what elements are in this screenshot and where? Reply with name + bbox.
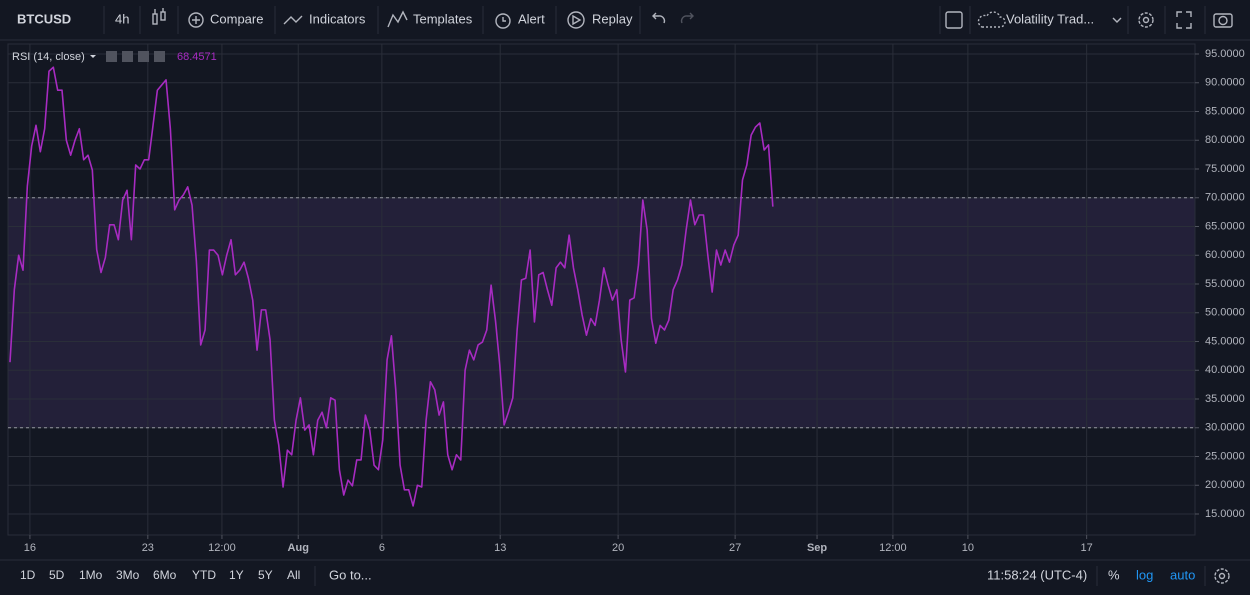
redo-icon[interactable] — [680, 12, 694, 24]
y-tick-label: 80.0000 — [1205, 134, 1245, 146]
pane-border — [7, 43, 1196, 536]
alert-icon-hand — [502, 17, 506, 22]
layout-chevron[interactable] — [1112, 17, 1122, 23]
range-button[interactable]: 5Y — [258, 568, 273, 582]
alert-icon[interactable] — [495, 13, 511, 29]
y-tick-label: 20.0000 — [1205, 479, 1245, 491]
auto-toggle[interactable]: auto — [1170, 567, 1195, 582]
cloud-icon — [977, 11, 1006, 28]
x-tick-label: 23 — [142, 542, 154, 554]
x-tick-label: 20 — [612, 542, 624, 554]
y-tick-label: 75.0000 — [1205, 163, 1245, 175]
x-tick-label: Sep — [807, 542, 827, 554]
y-tick-label: 85.0000 — [1205, 105, 1245, 117]
y-tick-label: 40.0000 — [1205, 364, 1245, 376]
compare-icon[interactable] — [188, 12, 204, 28]
range-button[interactable]: 1Mo — [79, 568, 103, 582]
x-tick-label: 12:00 — [208, 542, 236, 554]
range-button[interactable]: 5D — [49, 568, 65, 582]
compare-button[interactable]: Compare — [210, 11, 263, 26]
symbol[interactable]: BTCUSD — [17, 11, 71, 26]
y-tick-label: 90.0000 — [1205, 77, 1245, 89]
range-button[interactable]: 6Mo — [153, 568, 177, 582]
y-tick-label: 45.0000 — [1205, 335, 1245, 347]
alert-button[interactable]: Alert — [518, 11, 545, 26]
snapshot-icon-lens — [1218, 15, 1228, 26]
replay-icon[interactable] — [567, 11, 585, 29]
compare-icon-plus — [192, 16, 200, 24]
templates-button[interactable]: Templates — [413, 11, 473, 26]
range-buttons: 1D 5D 1Mo 3Mo 6Mo YTD 1Y 5Y All — [20, 568, 300, 582]
indicators-icon[interactable] — [283, 15, 303, 25]
legend-menu-arrow[interactable] — [90, 55, 96, 58]
grid-layer — [8, 44, 1195, 535]
chart-style-icon[interactable] — [152, 8, 166, 25]
y-tick-label: 95.0000 — [1205, 48, 1245, 60]
y-tick-label: 65.0000 — [1205, 220, 1245, 232]
range-button[interactable]: All — [287, 568, 300, 582]
range-button[interactable]: 1D — [20, 568, 36, 582]
range-button[interactable]: YTD — [192, 568, 216, 582]
range-button[interactable]: 3Mo — [116, 568, 140, 582]
replay-icon-play — [572, 14, 582, 26]
percent-toggle[interactable]: % — [1108, 567, 1120, 582]
settings-icon[interactable] — [1138, 12, 1154, 28]
y-tick-label: 60.0000 — [1205, 249, 1245, 261]
y-tick-label: 50.0000 — [1205, 307, 1245, 319]
layout-name[interactable]: Volatility Trad... — [1006, 11, 1094, 26]
indicator-name[interactable]: RSI (14, close) — [12, 51, 85, 63]
log-toggle[interactable]: log — [1136, 567, 1153, 582]
y-tick-label: 15.0000 — [1205, 508, 1245, 520]
y-tick-label: 25.0000 — [1205, 450, 1245, 462]
snapshot-icon[interactable] — [1213, 13, 1233, 28]
y-tick-label: 70.0000 — [1205, 192, 1245, 204]
rsi-line — [9, 66, 774, 507]
range-button[interactable]: 1Y — [229, 568, 244, 582]
x-tick-label: 27 — [729, 542, 741, 554]
replay-button[interactable]: Replay — [592, 11, 633, 26]
templates-icon[interactable] — [387, 10, 408, 28]
x-tick-label: 12:00 — [879, 542, 907, 554]
legend-buttons[interactable] — [106, 51, 165, 62]
undo-icon[interactable] — [652, 12, 666, 24]
fullscreen-icon[interactable] — [1176, 11, 1192, 29]
x-tick-label: 17 — [1081, 542, 1093, 554]
axis-settings-icon-center — [1218, 572, 1226, 580]
x-tick-label: 10 — [962, 542, 974, 554]
indicators-button[interactable]: Indicators — [309, 11, 366, 26]
y-tick-label: 30.0000 — [1205, 422, 1245, 434]
settings-icon-center — [1142, 16, 1150, 24]
x-tick-label: 13 — [494, 542, 506, 554]
x-tick-label: 6 — [379, 542, 385, 554]
interval[interactable]: 4h — [115, 11, 129, 26]
y-tick-label: 55.0000 — [1205, 278, 1245, 290]
clock: 11:58:24 (UTC-4) — [987, 567, 1087, 582]
axis-settings-icon[interactable] — [1214, 568, 1230, 584]
x-tick-label: 16 — [24, 542, 36, 554]
indicator-value: 68.4571 — [177, 51, 217, 63]
x-tick-label: Aug — [288, 542, 309, 554]
y-tick-label: 35.0000 — [1205, 393, 1245, 405]
select-layout-icon[interactable] — [945, 11, 963, 29]
goto-button[interactable]: Go to... — [329, 567, 372, 582]
